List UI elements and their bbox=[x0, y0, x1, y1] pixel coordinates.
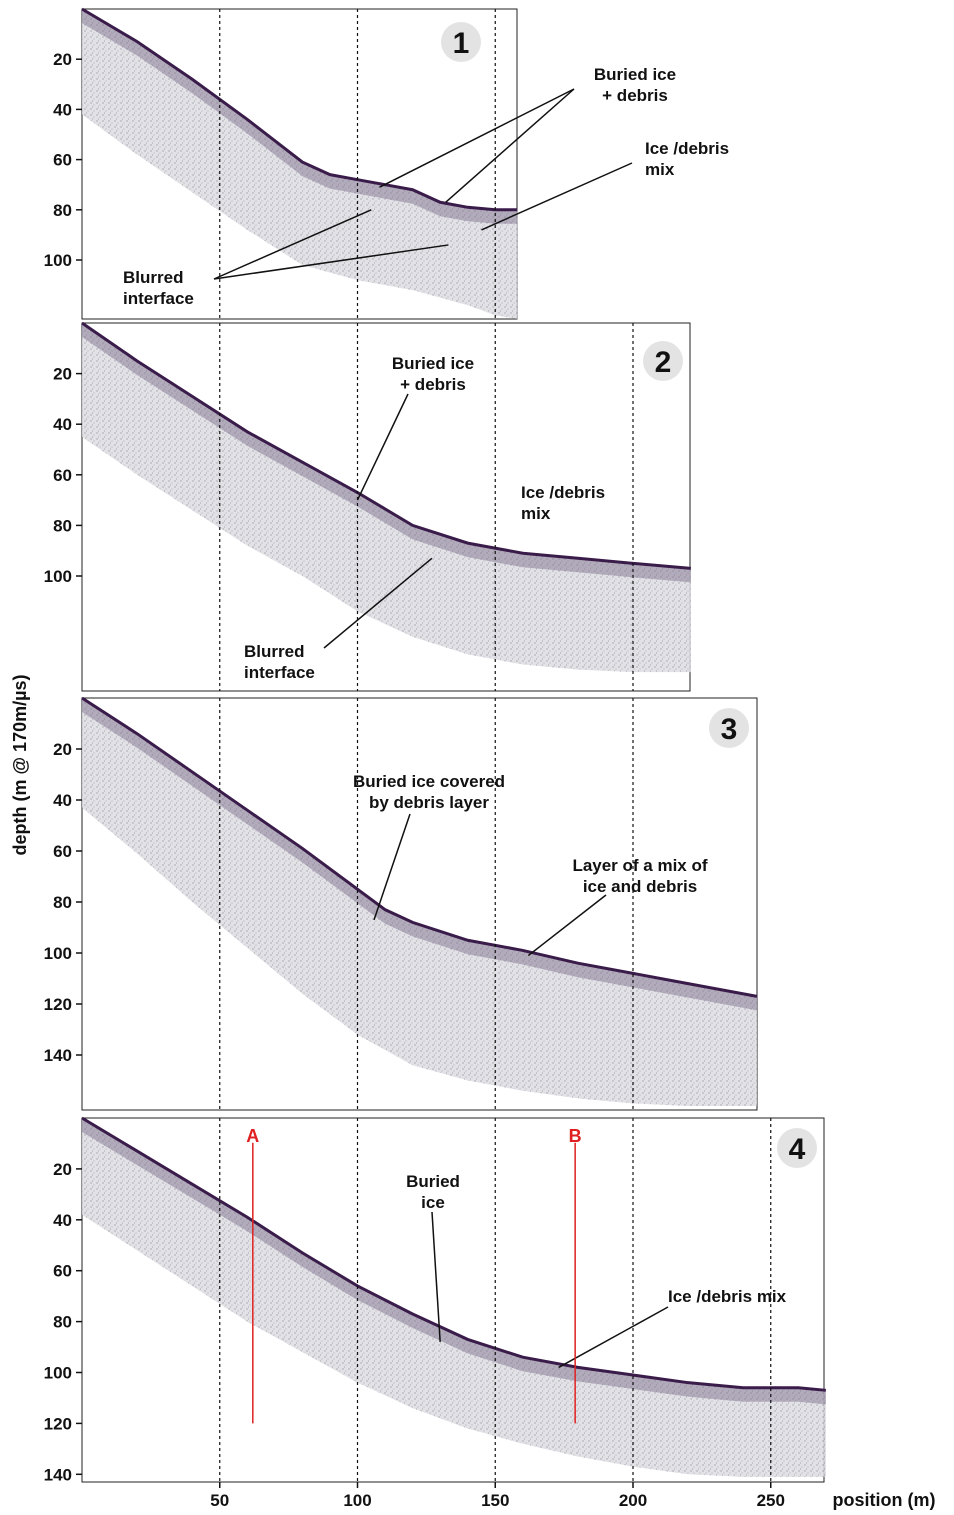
panel-number: 1 bbox=[453, 27, 470, 60]
annotation-label: Ice /debris mix bbox=[668, 1287, 787, 1306]
annotation-leader bbox=[481, 162, 633, 231]
y-tick-label: 20 bbox=[53, 1160, 72, 1179]
annotation-label: Buried ice bbox=[406, 1172, 460, 1212]
annotation-leader bbox=[373, 813, 411, 921]
annotation-leader bbox=[356, 393, 409, 501]
annotation-label: Buried ice + debris bbox=[594, 65, 676, 105]
y-tick-label: 140 bbox=[44, 1465, 72, 1484]
y-tick-label: 40 bbox=[53, 1211, 72, 1230]
annotation-label: Blurred interface bbox=[123, 268, 194, 308]
panel-number-badge bbox=[777, 1128, 817, 1168]
y-tick-label: 80 bbox=[53, 201, 72, 220]
annotation-leader bbox=[213, 209, 372, 280]
y-tick-label: 60 bbox=[53, 842, 72, 861]
y-tick-label: 80 bbox=[53, 516, 72, 535]
annotation-label: Layer of a mix of ice and debris bbox=[572, 856, 707, 896]
annotation-leader bbox=[323, 557, 433, 649]
radar-reflection-zone bbox=[82, 698, 757, 1106]
y-tick-label: 120 bbox=[44, 1414, 72, 1433]
annotation-leader bbox=[445, 88, 575, 203]
y-tick-label: 40 bbox=[53, 100, 72, 119]
y-tick-label: 40 bbox=[53, 791, 72, 810]
radar-reflection-zone bbox=[82, 323, 691, 673]
annotation-leader bbox=[527, 894, 607, 957]
annotation-leader bbox=[379, 88, 575, 188]
radar-reflection-zone bbox=[82, 9, 518, 319]
annotation-label: Ice /debris mix bbox=[645, 139, 729, 179]
panel-3: 20 40 60 80 100 120 140 3 Buried ice covered by d… bbox=[44, 696, 758, 1111]
y-tick-label: 100 bbox=[44, 567, 72, 586]
x-tick-label: 50 bbox=[210, 1491, 229, 1510]
panel-number-badge bbox=[441, 22, 481, 62]
panel-number: 4 bbox=[789, 1133, 806, 1166]
annotation-label: Blurred interface bbox=[244, 642, 315, 682]
annotation-leader bbox=[431, 1211, 441, 1343]
panel-number-badge bbox=[709, 708, 749, 748]
y-tick-label: 120 bbox=[44, 995, 72, 1014]
panel-4: 20 40 60 80 100 120 140 4 Buried ice Ice /debris m… bbox=[44, 1116, 826, 1484]
y-axis-label: depth (m @ 170m/µs) bbox=[10, 675, 30, 856]
y-tick-label: 60 bbox=[53, 151, 72, 170]
surface-reflector bbox=[81, 1116, 826, 1392]
annotation-leader bbox=[213, 244, 449, 280]
y-tick-label: 60 bbox=[53, 466, 72, 485]
annotation-leader bbox=[558, 1306, 669, 1369]
surface-reflector bbox=[81, 696, 758, 998]
annotation-label: Ice /debris mix bbox=[521, 483, 605, 523]
panel-number: 3 bbox=[721, 713, 738, 746]
x-tick-label: 200 bbox=[619, 1491, 647, 1510]
x-tick-label: 100 bbox=[343, 1491, 371, 1510]
y-tick-label: 20 bbox=[53, 740, 72, 759]
y-tick-label: 20 bbox=[53, 50, 72, 69]
y-tick-label: 100 bbox=[44, 944, 72, 963]
annotation-label: Buried ice + debris bbox=[392, 354, 474, 394]
panel-number-badge bbox=[643, 341, 683, 381]
annotation-label: Buried ice covered by debris layer bbox=[353, 772, 505, 812]
near-surface-band bbox=[82, 1118, 826, 1405]
y-tick-label: 100 bbox=[44, 251, 72, 270]
y-tick-label: 60 bbox=[53, 1262, 72, 1281]
marker-label-A: A bbox=[246, 1126, 259, 1146]
y-tick-label: 80 bbox=[53, 893, 72, 912]
x-tick-label: 250 bbox=[757, 1491, 785, 1510]
panel-2: 20 40 60 80 100 2 Buried ice + debris Ice /debri… bbox=[44, 321, 691, 692]
y-tick-label: 20 bbox=[53, 365, 72, 384]
radar-reflection-zone bbox=[82, 1118, 826, 1477]
y-tick-label: 100 bbox=[44, 1364, 72, 1383]
x-tick-label: 150 bbox=[481, 1491, 509, 1510]
x-axis-label: position (m) bbox=[833, 1490, 936, 1510]
y-tick-label: 80 bbox=[53, 1313, 72, 1332]
panel-number: 2 bbox=[655, 346, 672, 379]
panel-1: 20 40 60 80 100 1 Buried ice + debris Ice /debri… bbox=[44, 7, 729, 320]
marker-label-B: B bbox=[569, 1126, 582, 1146]
y-tick-label: 40 bbox=[53, 415, 72, 434]
surface-reflector bbox=[81, 321, 691, 570]
y-tick-label: 140 bbox=[44, 1046, 72, 1065]
